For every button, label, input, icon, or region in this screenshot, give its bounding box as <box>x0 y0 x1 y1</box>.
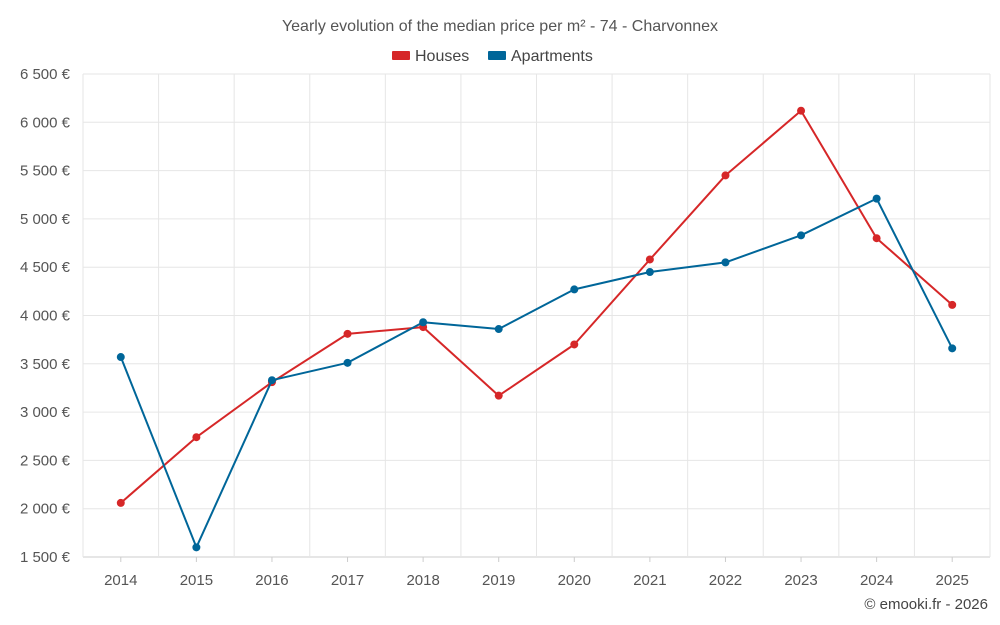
data-point-apartments[interactable] <box>721 258 730 267</box>
y-tick-label: 5 000 € <box>20 211 71 228</box>
data-point-houses[interactable] <box>721 171 730 180</box>
data-point-houses[interactable] <box>343 329 352 338</box>
data-point-houses[interactable] <box>872 234 881 243</box>
y-tick-label: 3 500 € <box>20 356 71 373</box>
data-point-apartments[interactable] <box>645 268 654 277</box>
x-tick-label: 2014 <box>104 572 137 589</box>
legend-item-apartments[interactable]: Apartments <box>488 48 593 65</box>
series-line-houses <box>120 109 953 504</box>
data-point-houses[interactable] <box>192 433 201 442</box>
y-axis: 1 500 € 2 000 € 2 500 € 3 000 € 3 500 € 4 000… <box>20 66 71 566</box>
y-tick-label: 5 500 € <box>20 163 71 180</box>
legend-swatch-apartments <box>488 51 506 60</box>
x-tick-label: 2023 <box>784 572 817 589</box>
y-tick-label: 6 000 € <box>20 114 71 131</box>
data-point-apartments[interactable] <box>797 231 806 240</box>
x-tick-label: 2018 <box>406 572 439 589</box>
x-tick-label: 2019 <box>482 572 515 589</box>
data-point-houses[interactable] <box>645 255 654 264</box>
x-tick-label: 2024 <box>860 572 893 589</box>
series-apartments <box>116 194 957 552</box>
y-tick-label: 2 500 € <box>20 452 71 469</box>
x-tick-label: 2017 <box>331 572 364 589</box>
legend-label-houses: Houses <box>415 48 469 65</box>
x-tick-label: 2015 <box>180 572 213 589</box>
x-tick-label: 2021 <box>633 572 666 589</box>
chart-title: Yearly evolution of the median price per… <box>282 18 718 35</box>
data-point-apartments[interactable] <box>116 353 125 362</box>
data-point-houses[interactable] <box>797 106 806 115</box>
data-point-houses[interactable] <box>570 340 579 349</box>
y-tick-label: 6 500 € <box>20 66 71 83</box>
y-tick-label: 4 500 € <box>20 259 71 276</box>
legend-label-apartments: Apartments <box>511 48 593 65</box>
grid <box>82 73 991 558</box>
data-point-apartments[interactable] <box>872 194 881 203</box>
x-axis: 2014 2015 2016 2017 2018 2019 2020 2021 2022 2023… <box>104 557 969 589</box>
data-point-apartments[interactable] <box>192 543 201 552</box>
y-tick-label: 4 000 € <box>20 308 71 325</box>
credit-text: © emooki.fr - 2026 <box>864 596 988 613</box>
series-line-apartments <box>119 197 954 549</box>
y-tick-label: 2 000 € <box>20 501 71 518</box>
series-group <box>116 106 957 552</box>
x-tick-label: 2020 <box>558 572 591 589</box>
x-tick-label: 2022 <box>709 572 742 589</box>
data-point-houses[interactable] <box>116 498 125 507</box>
legend: Houses Apartments <box>392 48 593 65</box>
data-point-houses[interactable] <box>494 391 503 400</box>
data-point-apartments[interactable] <box>419 318 428 327</box>
legend-swatch-houses <box>392 51 410 60</box>
y-tick-label: 1 500 € <box>20 549 71 566</box>
legend-item-houses[interactable]: Houses <box>392 48 469 65</box>
data-point-apartments[interactable] <box>494 325 503 334</box>
y-tick-label: 3 000 € <box>20 404 71 421</box>
x-tick-label: 2025 <box>936 572 969 589</box>
data-point-apartments[interactable] <box>948 344 957 353</box>
data-point-apartments[interactable] <box>570 285 579 294</box>
x-tick-label: 2016 <box>255 572 288 589</box>
data-point-houses[interactable] <box>948 300 957 309</box>
data-point-apartments[interactable] <box>343 358 352 367</box>
data-point-apartments[interactable] <box>267 376 276 385</box>
